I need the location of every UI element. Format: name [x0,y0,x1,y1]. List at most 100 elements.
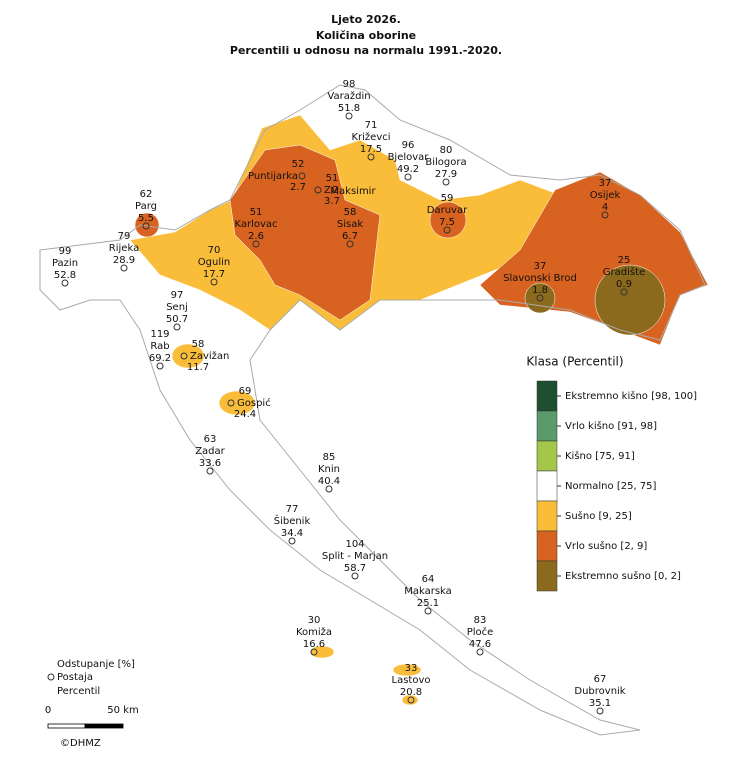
station-percentile: 4 [602,202,608,213]
station-deviation: 51 [326,173,339,184]
station-name: Rijeka [109,243,139,254]
station-percentile: 20.8 [400,687,422,698]
legend-swatch [536,560,558,592]
station-percentile: 47.6 [469,639,491,650]
legend-swatch [536,440,558,472]
key-deviation: Odstupanje [%] [57,659,135,670]
region [401,694,419,706]
station-percentile: 1.8 [532,285,548,296]
scale-bar [47,723,86,729]
scale-end: 50 km [107,705,138,716]
station-name: ZG [324,185,339,196]
station [180,352,188,360]
station-deviation: 52 [292,159,305,170]
station-percentile: 16.6 [303,639,325,650]
key-percentile: Percentil [57,686,100,697]
legend-swatch [536,410,558,442]
station-deviation: 59 [441,193,454,204]
station-percentile: 7.5 [439,217,455,228]
station-deviation: 33 [405,663,418,674]
station-percentile: 50.7 [166,314,188,325]
station-name: Zavižan [190,350,229,362]
station-name: Dubrovnik [574,686,625,697]
station-percentile: 17.5 [360,144,382,155]
region [229,144,381,321]
legend-swatch [536,500,558,532]
legend-label: Normalno [25, 75] [565,481,657,492]
legend-label: Vrlo sušno [2, 9] [565,540,647,552]
station-name: Komiža [296,626,332,638]
station-percentile: 24.4 [234,409,256,420]
region [309,645,335,659]
station-name: Lastovo [392,675,431,686]
station [442,178,450,186]
station-deviation: 62 [140,189,153,200]
station-deviation: 96 [402,140,415,151]
station [443,226,451,234]
station-name: Slavonski Brod [503,273,577,284]
legend: Ekstremno kišno [98, 100] Vrlo kišno [91,… [536,380,697,592]
legend-label: Vrlo kišno [91, 98] [565,420,657,432]
legend-label: Ekstremno sušno [0, 2] [565,570,681,582]
station-name: Križevci [351,131,390,143]
station-deviation: 69 [239,386,252,397]
station [404,173,412,181]
key-station: Postaja [57,672,93,683]
station [476,648,484,656]
region [524,282,556,314]
legend-swatch [536,530,558,562]
station-deviation: 25 [618,255,631,266]
station-name: Zadar [195,446,225,457]
legend-label: Sušno [9, 25] [565,510,632,522]
station-deviation: 58 [344,207,357,218]
station [227,399,235,407]
station-deviation: 77 [286,504,299,515]
station-name: Ogulin [198,257,230,268]
station-percentile: 58.7 [344,563,366,574]
scale-bar [84,723,124,729]
station [367,153,375,161]
station [325,485,333,493]
key-circle [47,673,55,681]
station-deviation: 80 [440,145,453,156]
station-name: Bjelovar [388,152,430,163]
station-percentile: 6.7 [342,231,358,242]
station-deviation: 97 [171,290,184,301]
station-deviation: 104 [345,539,364,550]
station [601,211,609,219]
station-deviation: 83 [474,615,487,626]
station-deviation: 30 [308,615,321,626]
station-deviation: 70 [208,245,221,256]
station-percentile: 27.9 [435,169,457,180]
station-deviation: 37 [534,261,547,272]
title: Ljeto 2026. [331,13,401,26]
station-deviation: 37 [599,178,612,189]
station-name: Pazin [52,258,78,269]
station-percentile: 34.4 [281,528,303,539]
station [210,278,218,286]
station-percentile: 40.4 [318,476,340,487]
station-deviation: 63 [204,434,217,445]
region [392,663,422,677]
copyright: ©DHMZ [60,738,101,749]
station-name: Ploče [467,626,494,638]
station-name: Sisak [337,219,363,230]
station-percentile: 0.9 [616,279,632,290]
station-deviation: 67 [594,674,607,685]
station-name: Rab [150,341,169,352]
station [596,707,604,715]
station-percentile: 2.7 [290,182,306,193]
region [171,343,205,369]
station-percentile: 11.7 [187,362,209,373]
country-outline [39,84,706,736]
station-name: Makarska [404,586,452,597]
map-regions [129,114,709,706]
station-name: Gradište [603,266,645,278]
station [173,323,181,331]
station [310,648,318,656]
station-deviation: 58 [192,339,205,350]
station-deviation: 99 [59,246,72,257]
legend-title: Klasa (Percentil) [526,355,623,369]
